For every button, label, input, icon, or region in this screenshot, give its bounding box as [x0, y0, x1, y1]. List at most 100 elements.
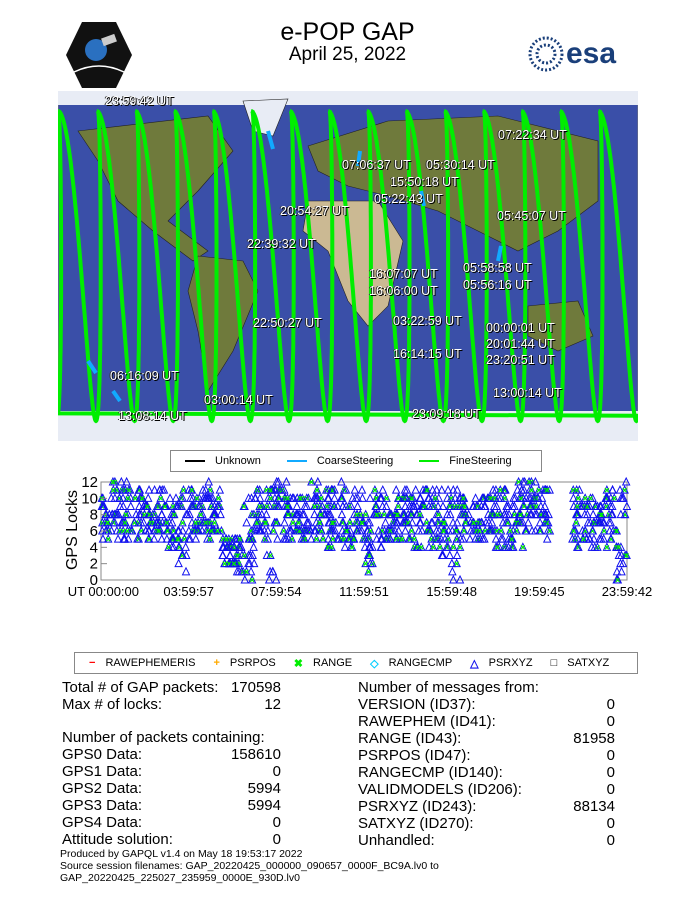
- range-point: [297, 495, 303, 501]
- psrxyz-point: [527, 525, 537, 535]
- range-point: [289, 536, 295, 542]
- psrxyz-point: [580, 509, 590, 519]
- psrxyz-point: [599, 525, 609, 535]
- fine-steering-track: [96, 109, 142, 424]
- psrxyz-point: [443, 493, 452, 502]
- range-point: [126, 487, 132, 493]
- psrxyz-point: [459, 525, 469, 535]
- psrxyz-point: [350, 485, 360, 494]
- psrxyz-point: [370, 485, 380, 494]
- psrxyz-point: [184, 525, 194, 535]
- psrxyz-point: [239, 501, 249, 510]
- psrxyz-point: [572, 485, 581, 494]
- psrxyz-point: [445, 501, 455, 510]
- x-tick-label: 15:59:48: [426, 584, 477, 599]
- psrxyz-point: [372, 534, 382, 543]
- range-point: [281, 528, 287, 534]
- psrxyz-point: [448, 566, 457, 576]
- range-point: [520, 544, 526, 550]
- stat-value: 5994: [247, 780, 281, 797]
- psrxyz-point: [179, 485, 188, 494]
- range-point: [399, 536, 405, 542]
- range-point: [381, 512, 387, 518]
- psrxyz-point: [266, 493, 275, 502]
- range-point: [330, 536, 336, 542]
- psrxyz-point: [428, 542, 438, 551]
- message-count: 0: [606, 696, 615, 713]
- psrxyz-point: [345, 517, 355, 527]
- psrxyz-point: [119, 534, 129, 543]
- y-tick-label: 2: [90, 556, 98, 573]
- range-point: [368, 528, 373, 534]
- psrxyz-point: [526, 501, 536, 510]
- range-point: [588, 495, 593, 501]
- range-point: [418, 544, 424, 550]
- psrxyz-point: [469, 517, 479, 527]
- psrxyz-point: [605, 525, 614, 535]
- psrxyz-point: [620, 509, 630, 519]
- stat-value: 158610: [230, 746, 281, 763]
- range-point: [574, 487, 580, 493]
- range-point: [599, 512, 604, 518]
- range-point: [395, 495, 401, 501]
- psrxyz-point: [295, 525, 304, 535]
- legend-label: RAWEPHEMERIS: [105, 657, 196, 669]
- psrxyz-point: [123, 525, 132, 535]
- range-point: [526, 479, 532, 485]
- plus-marker-icon: +: [213, 657, 220, 669]
- psrxyz-point: [393, 501, 403, 510]
- messages-heading: Number of messages from:: [358, 679, 539, 696]
- stat-label: GPS2 Data:: [62, 780, 143, 797]
- psrxyz-point: [503, 517, 513, 527]
- psrxyz-point: [428, 485, 437, 494]
- map-time-label: 00:00:01 UT: [486, 321, 555, 335]
- fine-steering-track: [134, 109, 180, 424]
- psrxyz-point: [403, 517, 413, 527]
- psrxyz-point: [607, 509, 616, 519]
- psrxyz-point: [208, 493, 218, 502]
- fine-steering-track: [482, 109, 528, 424]
- psrxyz-point: [165, 493, 175, 502]
- range-point: [105, 536, 111, 542]
- range-point: [374, 512, 380, 518]
- fine-steering-track: [520, 109, 566, 424]
- psrxyz-point: [113, 534, 123, 543]
- coarse-steering-segment: [111, 389, 122, 403]
- y-tick-label: 4: [90, 539, 98, 556]
- psrxyz-point: [167, 517, 177, 527]
- legend-fine: FineSteering: [419, 455, 512, 467]
- map-time-label: 13:00:14 UT: [493, 386, 562, 400]
- psrxyz-point: [185, 509, 194, 519]
- psrxyz-point: [191, 517, 200, 527]
- psrxyz-point: [430, 534, 440, 543]
- world-map-ground-track: [56, 90, 641, 442]
- psrxyz-point: [437, 550, 447, 559]
- psrxyz-point: [150, 485, 159, 494]
- range-point: [624, 553, 630, 558]
- psrxyz-point: [266, 550, 275, 559]
- range-point: [461, 528, 467, 534]
- range-point: [387, 528, 393, 534]
- psrxyz-point: [434, 509, 443, 519]
- psrxyz-point: [452, 534, 462, 543]
- psrxyz-point: [312, 485, 322, 494]
- range-point: [194, 495, 200, 501]
- message-count: 0: [606, 713, 615, 730]
- psrxyz-point: [469, 501, 478, 510]
- message-legend: − RAWEPHEMERIS + PSRPOS ✖ RANGE ◇ RANGECMP △ PSRX…: [74, 652, 638, 674]
- psrxyz-point: [178, 517, 187, 527]
- psrxyz-point: [480, 501, 490, 510]
- psrxyz-point: [596, 517, 606, 527]
- map-time-label: 13:08:14 UT: [118, 409, 187, 423]
- psrxyz-point: [620, 485, 629, 494]
- psrxyz-point: [477, 517, 486, 527]
- psrxyz-point: [518, 476, 528, 486]
- stat-value: 5994: [247, 797, 281, 814]
- psrxyz-point: [181, 566, 191, 576]
- psrxyz-point: [357, 517, 367, 527]
- range-point: [457, 544, 463, 550]
- message-label: RAWEPHEM (ID41):: [358, 713, 496, 730]
- psrxyz-point: [143, 493, 153, 502]
- range-point: [320, 536, 326, 542]
